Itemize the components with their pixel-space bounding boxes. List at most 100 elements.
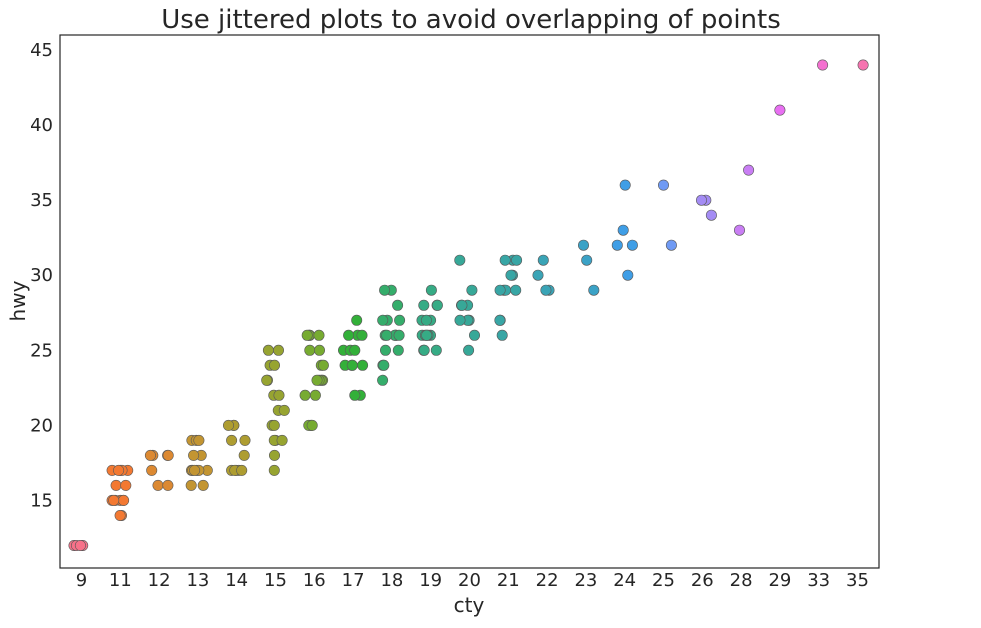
scatter-point <box>120 479 132 491</box>
scatter-point <box>114 509 126 521</box>
scatter-point <box>74 539 86 551</box>
x-tick-label: 25 <box>652 570 675 591</box>
scatter-point <box>420 314 432 326</box>
scatter-point <box>588 284 600 296</box>
y-tick-label: 35 <box>30 190 53 211</box>
scatter-point <box>356 329 368 341</box>
scatter-point <box>611 239 623 251</box>
scatter-point <box>268 464 280 476</box>
scatter-point <box>379 344 391 356</box>
scatter-point <box>226 434 238 446</box>
scatter-point <box>394 314 406 326</box>
x-tick-label: 12 <box>148 570 171 591</box>
scatter-point <box>188 449 200 461</box>
scatter-point <box>238 449 250 461</box>
y-tick-labels: 15 20 25 30 35 40 45 <box>30 40 53 511</box>
scatter-point <box>774 104 786 116</box>
y-tick-label: 40 <box>30 115 53 136</box>
scatter-point <box>193 434 205 446</box>
scatter-point <box>278 404 290 416</box>
y-axis-label: hwy <box>6 280 30 321</box>
y-tick-label: 30 <box>30 265 53 286</box>
x-tick-label: 22 <box>536 570 559 591</box>
plot-frame <box>59 34 880 569</box>
scatter-point <box>276 434 288 446</box>
scatter-point <box>309 389 321 401</box>
scatter-point <box>454 254 466 266</box>
scatter-point <box>108 494 120 506</box>
x-tick-label: 13 <box>186 570 209 591</box>
scatter-point <box>430 344 442 356</box>
x-tick-label: 17 <box>342 570 365 591</box>
scatter-point <box>378 359 390 371</box>
scatter-point <box>349 389 361 401</box>
scatter-point <box>299 389 311 401</box>
x-tick-label: 35 <box>846 570 869 591</box>
scatter-point <box>311 374 323 386</box>
scatter-point <box>695 194 707 206</box>
scatter-point <box>540 284 552 296</box>
x-tick-label: 33 <box>807 570 830 591</box>
scatter-point <box>343 329 355 341</box>
x-tick-label: 14 <box>225 570 248 591</box>
points-layer <box>68 59 869 551</box>
scatter-point <box>185 479 197 491</box>
scatter-point <box>146 464 158 476</box>
scatter-point <box>431 299 443 311</box>
scatter-point <box>268 449 280 461</box>
scatter-point <box>463 344 475 356</box>
scatter-point <box>468 329 480 341</box>
x-tick-label: 15 <box>264 570 287 591</box>
scatter-point <box>657 179 669 191</box>
scatter-point <box>857 59 869 71</box>
scatter-point <box>454 314 466 326</box>
scatter-point <box>268 419 280 431</box>
scatter-point <box>349 344 361 356</box>
scatter-point <box>162 449 174 461</box>
scatter-point <box>262 344 274 356</box>
scatter-point <box>317 359 329 371</box>
y-tick-label: 15 <box>30 490 53 511</box>
scatter-point <box>392 344 404 356</box>
scatter-point <box>306 419 318 431</box>
scatter-point <box>273 389 285 401</box>
scatter-point <box>223 419 235 431</box>
scatter-point <box>510 284 522 296</box>
scatter-point <box>494 314 506 326</box>
scatter-point <box>197 479 209 491</box>
scatter-point <box>110 479 122 491</box>
scatter-point <box>313 329 325 341</box>
x-tick-label: 29 <box>768 570 791 591</box>
scatter-point <box>189 464 201 476</box>
x-tick-label: 23 <box>574 570 597 591</box>
y-tick-label: 45 <box>30 40 53 61</box>
scatter-point <box>357 359 369 371</box>
scatter-point <box>622 269 634 281</box>
scatter-point <box>144 449 156 461</box>
scatter-point <box>496 329 508 341</box>
scatter-point <box>418 299 430 311</box>
scatter-point <box>379 284 391 296</box>
scatter-point <box>626 239 638 251</box>
scatter-point <box>268 359 280 371</box>
chart-title: Use jittered plots to avoid overlapping … <box>161 5 781 35</box>
y-tick-label: 20 <box>30 415 53 436</box>
x-tick-label: 9 <box>76 570 87 591</box>
scatter-point <box>505 269 517 281</box>
scatter-point <box>456 299 468 311</box>
scatter-point <box>581 254 593 266</box>
scatter-point <box>261 374 273 386</box>
x-tick-label: 18 <box>380 570 403 591</box>
scatter-point <box>577 239 589 251</box>
scatter-point <box>617 224 629 236</box>
scatter-point <box>113 464 125 476</box>
x-tick-label: 19 <box>419 570 442 591</box>
x-tick-label: 26 <box>691 570 714 591</box>
scatter-point <box>619 179 631 191</box>
scatter-point <box>494 284 506 296</box>
scatter-point <box>351 314 363 326</box>
scatter-point <box>425 284 437 296</box>
x-tick-label: 21 <box>497 570 520 591</box>
scatter-point <box>152 479 164 491</box>
